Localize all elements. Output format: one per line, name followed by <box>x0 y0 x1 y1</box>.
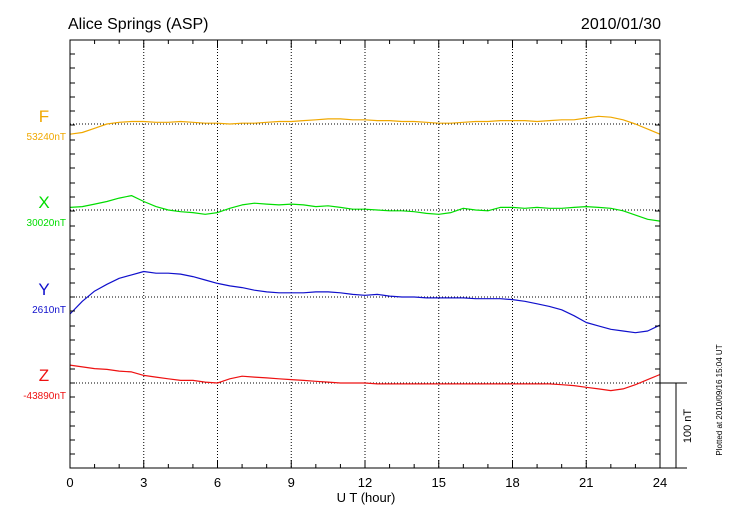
x-tick-label: 21 <box>579 475 593 490</box>
series-baseline-z: -43890nT <box>23 391 66 402</box>
scale-bar: 100 nT <box>660 382 694 469</box>
series-name-x: X <box>38 193 49 212</box>
series-line-x <box>69 195 661 222</box>
x-tick-label: 12 <box>358 475 372 490</box>
x-axis-label: U T (hour) <box>337 490 396 505</box>
series-line-z <box>69 364 661 392</box>
x-tick-label: 9 <box>288 475 295 490</box>
grid <box>70 40 660 468</box>
x-tick-label: 0 <box>66 475 73 490</box>
x-tick-label: 18 <box>505 475 519 490</box>
x-tick-label: 15 <box>432 475 446 490</box>
scale-bar-label: 100 nT <box>682 409 694 444</box>
series-line-y <box>69 270 661 334</box>
plotted-note: Plotted at 2010/09/16 15:04 UT <box>715 344 724 455</box>
x-tick-labels: 0 3 6 9 12 15 18 21 24 <box>66 475 667 490</box>
series-baseline-x: 30020nT <box>27 218 66 229</box>
x-tick-label: 3 <box>140 475 147 490</box>
series-baseline-f: 53240nT <box>27 132 66 143</box>
x-tick-label: 24 <box>653 475 667 490</box>
chart-date: 2010/01/30 <box>581 16 661 33</box>
series-line-f <box>69 115 661 135</box>
axis-ticks <box>69 40 661 468</box>
chart-title: Alice Springs (ASP) <box>68 16 209 33</box>
x-tick-label: 6 <box>214 475 221 490</box>
series-lines <box>69 115 661 392</box>
series-labels: F 53240nT X 30020nT Y 2610nT Z -43890nT <box>23 107 66 402</box>
series-name-z: Z <box>39 366 49 385</box>
series-name-f: F <box>39 107 49 126</box>
series-baseline-y: 2610nT <box>32 305 66 316</box>
series-name-y: Y <box>38 280 49 299</box>
